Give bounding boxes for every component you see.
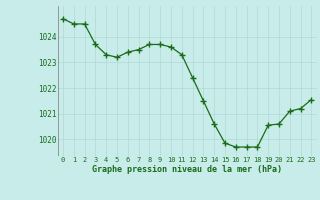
X-axis label: Graphe pression niveau de la mer (hPa): Graphe pression niveau de la mer (hPa)	[92, 165, 282, 174]
